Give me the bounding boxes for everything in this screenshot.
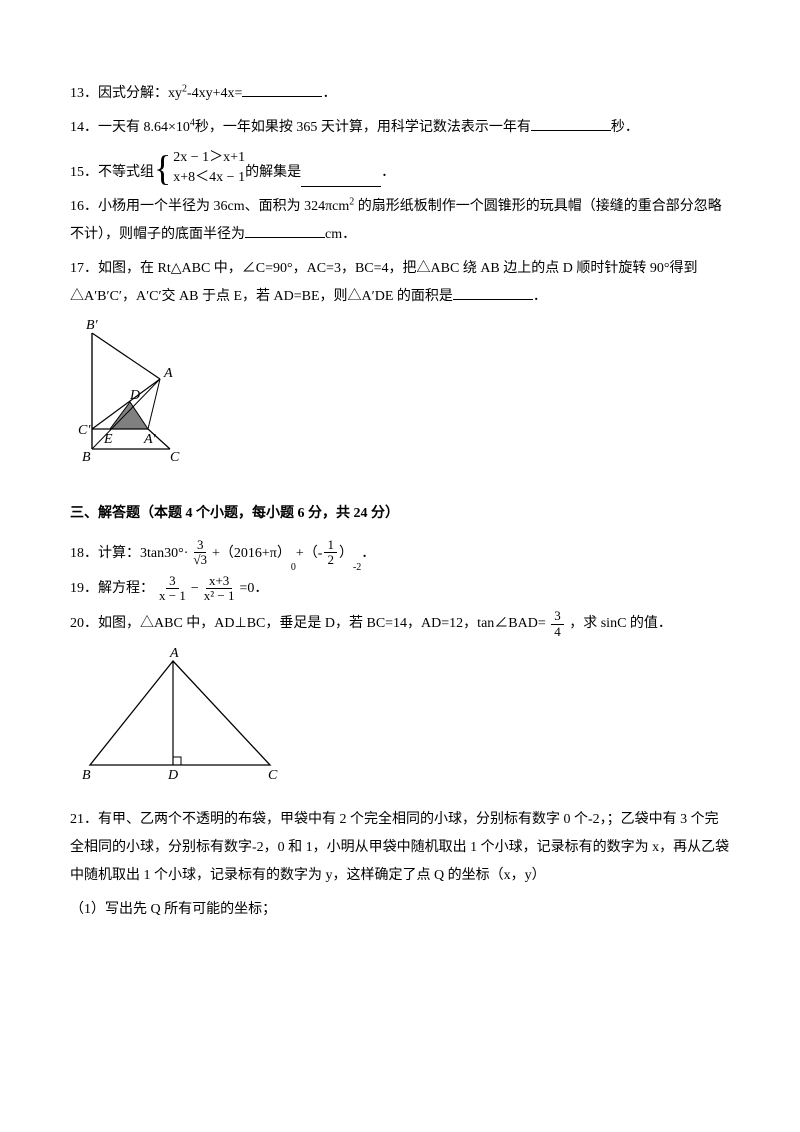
page-content: 13．因式分解：xy2-4xy+4x=． 14．一天有 8.64×104秒，一年… [0, 0, 800, 970]
q20-b: ，求 sinC 的值． [569, 616, 672, 631]
q18-b: +（2016+π） [212, 540, 291, 568]
label-C: C [170, 450, 180, 465]
question-15: 15．不等式组 { 2x − 1＞x+1 x+8＜4x − 1 的解集是 ． [70, 148, 730, 187]
question-21: 21．有甲、乙两个不透明的布袋，甲袋中有 2 个完全相同的小球，分别标有数字 0… [70, 806, 730, 890]
q17-a: ．如图，在 Rt△ABC 中，∠C=90°，AC=3，BC=4，把△ABC 绕 … [70, 261, 697, 304]
triangle-rotation-diagram: B′ A D C′ E A′ B C [70, 319, 200, 469]
brace-icon: { [154, 150, 171, 186]
blank-17 [453, 286, 533, 300]
q16-num: 16 [70, 199, 84, 214]
label-C-prime: C′ [78, 423, 91, 438]
q14-a: ．一天有 8.64×10 [84, 120, 190, 135]
figure-q20: A B D C [70, 645, 730, 796]
half-den: 2 [324, 553, 337, 567]
q16-c: cm． [325, 227, 356, 242]
frac1-den: x − 1 [156, 589, 189, 603]
frac-34: 3 4 [551, 609, 564, 639]
sqrt3-num: 3 [194, 538, 207, 553]
q17-suffix: ． [533, 289, 547, 304]
label-B: B [82, 450, 91, 465]
blank-15 [301, 173, 381, 187]
blank-14 [531, 117, 611, 131]
question-20: 20．如图，△ABC 中，AD⊥BC，垂足是 D，若 BC=14，AD=12，t… [70, 609, 730, 639]
q13-a: ．因式分解：xy [84, 86, 182, 101]
triangle-abc-diagram: A B D C [70, 645, 290, 785]
frac1-num: 3 [166, 574, 179, 589]
blank-13 [242, 83, 322, 97]
q20-num: 20 [70, 616, 84, 631]
q14-c: 秒． [611, 120, 639, 135]
q18-d: ） [339, 540, 353, 568]
ineq-line-2: x+8＜4x − 1 [173, 168, 245, 188]
q19-num: 19 [70, 575, 84, 603]
q18-a: ．计算：3tan30°· [84, 540, 188, 568]
ineq-line-1: 2x − 1＞x+1 [173, 148, 245, 168]
q19-minus: − [191, 575, 199, 603]
q13-suffix: ． [322, 86, 336, 101]
question-16: 16．小杨用一个半径为 36cm、面积为 324πcm2 的扇形纸板制作一个圆锥… [70, 193, 730, 249]
frac-2: x+3 x² − 1 [201, 574, 238, 604]
figure-q17: B′ A D C′ E A′ B C [70, 319, 730, 480]
frac34-num: 3 [551, 609, 564, 624]
q20-a: ．如图，△ABC 中，AD⊥BC，垂足是 D，若 BC=14，AD=12，tan… [84, 616, 546, 631]
q16-a: ．小杨用一个半径为 36cm、面积为 324πcm [84, 199, 349, 214]
label-A: A [169, 646, 179, 661]
q14-num: 14 [70, 120, 84, 135]
q13-num: 13 [70, 86, 84, 101]
label-A: A [163, 366, 173, 381]
q15-suffix: ． [381, 159, 395, 187]
label-E: E [103, 432, 113, 447]
half-num: 1 [324, 538, 337, 553]
q14-b: 秒，一年如果按 365 天计算，用科学记数法表示一年有 [195, 120, 531, 135]
label-B: B [82, 768, 91, 783]
question-19: 19．解方程： 3 x − 1 − x+3 x² − 1 =0 ． [70, 574, 730, 604]
label-B-prime: B′ [86, 319, 99, 333]
q18-c: +（- [296, 540, 323, 568]
label-D: D [167, 768, 178, 783]
section-3-header: 三、解答题（本题 4 个小题，每小题 6 分，共 24 分） [70, 500, 730, 528]
q18-num: 18 [70, 540, 84, 568]
question-14: 14．一天有 8.64×104秒，一年如果按 365 天计算，用科学记数法表示一… [70, 114, 730, 142]
q15-b: 的解集是 [245, 159, 301, 187]
question-18: 18．计算：3tan30°· 3 √3 +（2016+π）0+（- 1 2 ）-… [70, 538, 730, 568]
brace-lines: 2x − 1＞x+1 x+8＜4x − 1 [171, 148, 245, 187]
q21-sub1: （1）写出先 Q 所有可能的坐标； [70, 902, 276, 917]
q19-eq: =0 [239, 575, 254, 603]
inequality-system: { 2x − 1＞x+1 x+8＜4x − 1 [154, 148, 245, 187]
q19-a: ．解方程： [84, 575, 154, 603]
frac-1: 3 x − 1 [156, 574, 189, 604]
blank-16 [245, 224, 325, 238]
sqrt3-frac: 3 √3 [190, 538, 210, 568]
sqrt3-den: √3 [190, 553, 210, 567]
q21-a: ．有甲、乙两个不透明的布袋，甲袋中有 2 个完全相同的小球，分别标有数字 0 个… [70, 812, 729, 883]
frac34-den: 4 [551, 625, 564, 639]
q15-num: 15 [70, 159, 84, 187]
frac2-den: x² − 1 [201, 589, 238, 603]
q21-num: 21 [70, 812, 84, 827]
label-C: C [268, 768, 278, 783]
q18-suffix: ． [361, 540, 375, 568]
half-frac: 1 2 [324, 538, 337, 568]
q13-mid: -4xy+4x= [187, 86, 242, 101]
question-21-sub1: （1）写出先 Q 所有可能的坐标； [70, 896, 730, 924]
q17-num: 17 [70, 261, 84, 276]
frac2-num: x+3 [206, 574, 232, 589]
question-13: 13．因式分解：xy2-4xy+4x=． [70, 80, 730, 108]
q19-suffix: ． [254, 575, 268, 603]
q15-a: ．不等式组 [84, 159, 154, 187]
question-17: 17．如图，在 Rt△ABC 中，∠C=90°，AC=3，BC=4，把△ABC … [70, 255, 730, 311]
